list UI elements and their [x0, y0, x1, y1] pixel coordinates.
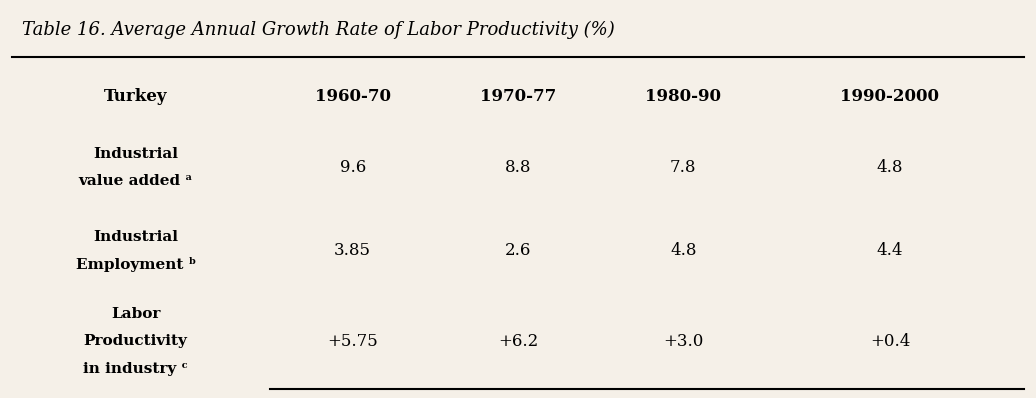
Text: Turkey: Turkey: [104, 88, 168, 105]
Text: 2.6: 2.6: [505, 242, 531, 259]
Text: value added ᵃ: value added ᵃ: [79, 174, 193, 188]
Text: Productivity: Productivity: [84, 334, 188, 348]
Text: Table 16. Average Annual Growth Rate of Labor Productivity (%): Table 16. Average Annual Growth Rate of …: [22, 21, 614, 39]
Text: 9.6: 9.6: [340, 159, 366, 176]
Text: 1960-70: 1960-70: [315, 88, 391, 105]
Text: +0.4: +0.4: [870, 333, 911, 350]
Text: 7.8: 7.8: [670, 159, 696, 176]
Text: 4.8: 4.8: [670, 242, 696, 259]
Text: 1970-77: 1970-77: [480, 88, 556, 105]
Text: in industry ᶜ: in industry ᶜ: [83, 362, 189, 376]
Text: Industrial: Industrial: [93, 230, 178, 244]
Text: +3.0: +3.0: [663, 333, 703, 350]
Text: Employment ᵇ: Employment ᵇ: [76, 257, 196, 272]
Text: 4.8: 4.8: [876, 159, 903, 176]
Text: +6.2: +6.2: [498, 333, 538, 350]
Text: Industrial: Industrial: [93, 146, 178, 160]
Text: Labor: Labor: [111, 306, 161, 321]
Text: +5.75: +5.75: [327, 333, 378, 350]
Text: 4.4: 4.4: [876, 242, 903, 259]
Text: 3.85: 3.85: [335, 242, 371, 259]
Text: 1980-90: 1980-90: [645, 88, 721, 105]
Text: 1990-2000: 1990-2000: [840, 88, 940, 105]
Text: 8.8: 8.8: [505, 159, 531, 176]
